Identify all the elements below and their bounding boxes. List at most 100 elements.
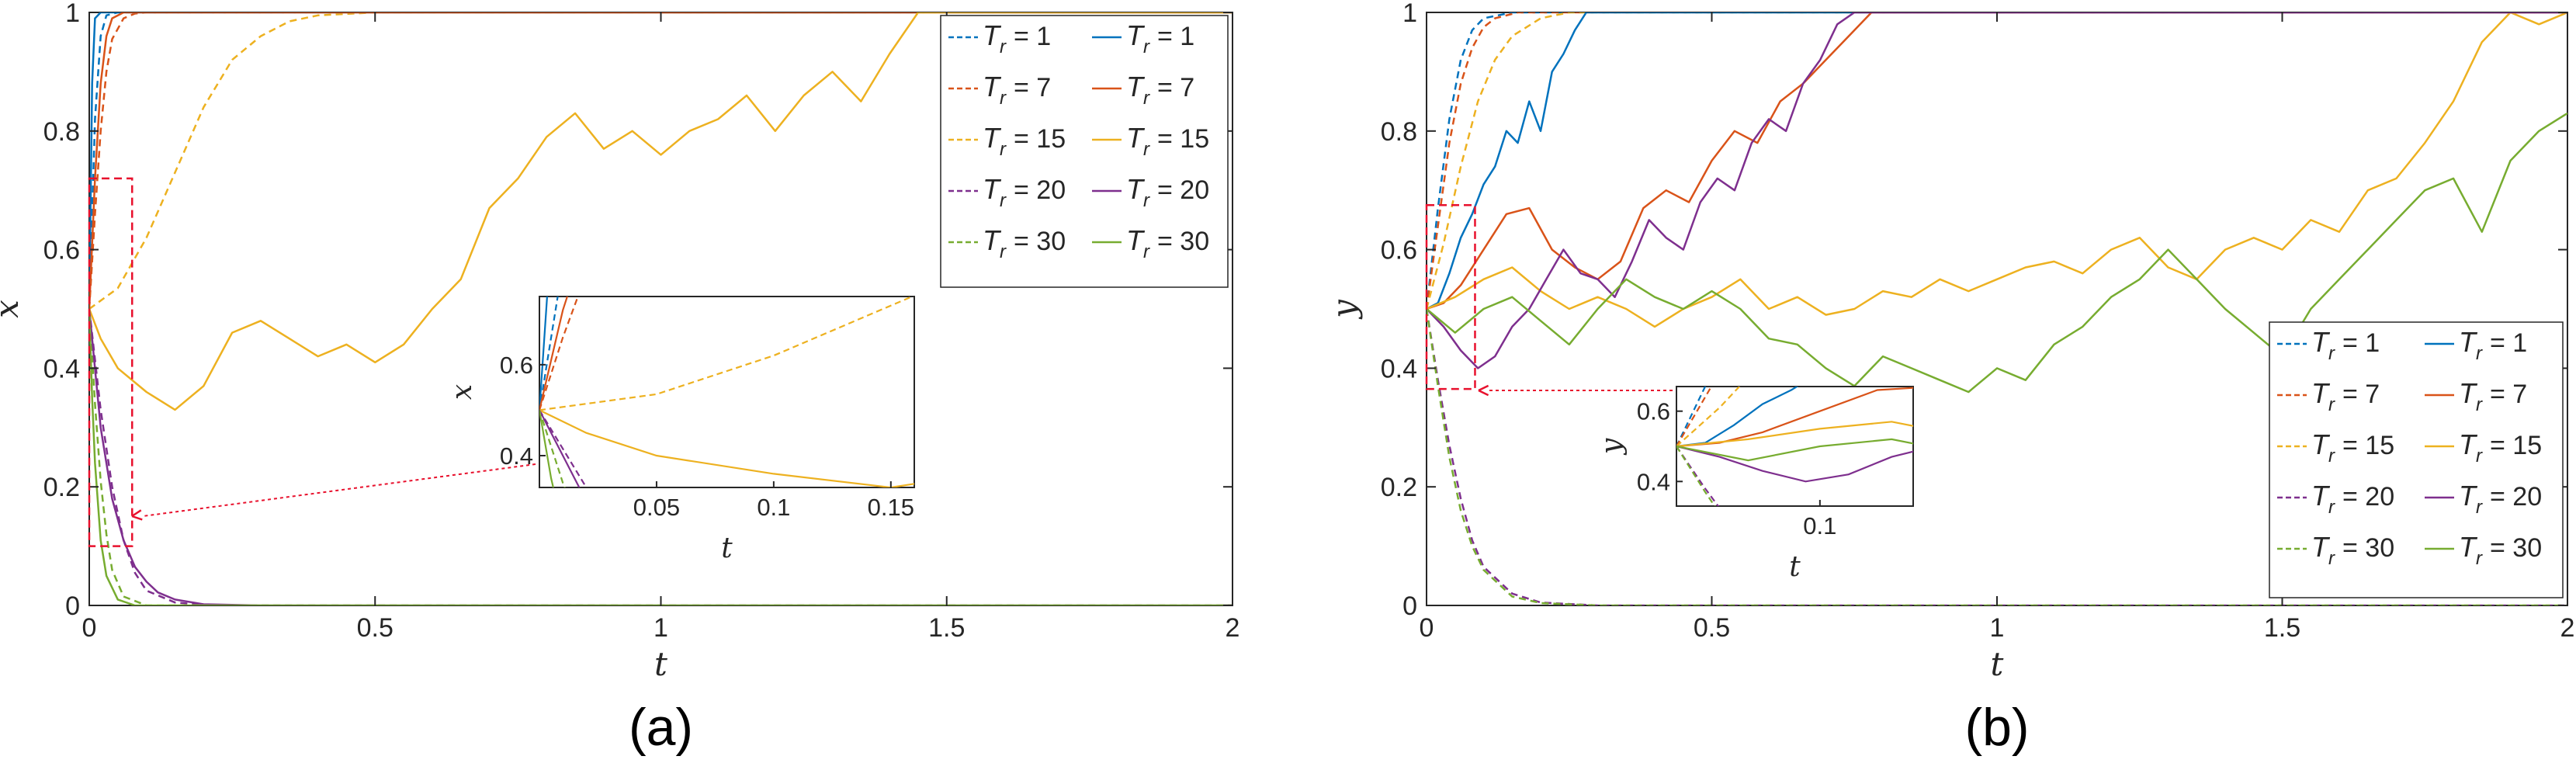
x-tick-label: 2 bbox=[2560, 613, 2575, 643]
zoom-box bbox=[1425, 204, 1476, 390]
legend-label: = 1 bbox=[1014, 22, 1051, 51]
panel-b-x-axis-label: t bbox=[1991, 645, 2004, 683]
y-tick-label: 0.2 bbox=[43, 473, 80, 502]
inset-y-tick-label: 0.4 bbox=[500, 442, 533, 470]
series-solid-tr-7 bbox=[1427, 12, 2567, 310]
inset-frame bbox=[1676, 386, 1914, 507]
inset-y-axis-label: y bbox=[1596, 438, 1628, 456]
legend-subscript: r bbox=[2328, 343, 2335, 364]
y-tick-label: 0 bbox=[65, 591, 80, 621]
legend-subscript: r bbox=[2476, 343, 2483, 364]
series-dashed-tr-1 bbox=[1427, 12, 2567, 310]
panel-b-zoom-marker bbox=[1425, 204, 1673, 397]
legend-label: = 15 bbox=[1157, 124, 1209, 154]
legend-symbol: T bbox=[1126, 224, 1146, 256]
inset-series-dashed-tr-15 bbox=[539, 297, 914, 411]
legend-label: = 7 bbox=[2490, 380, 2527, 409]
inset-series bbox=[1676, 387, 1913, 506]
x-tick-label: 1.5 bbox=[928, 613, 965, 643]
panel-a-x-axis-label: t bbox=[654, 645, 667, 683]
legend-label: = 15 bbox=[2342, 431, 2394, 460]
y-tick-label: 0.8 bbox=[43, 117, 80, 147]
series-solid-tr-20 bbox=[1427, 12, 2567, 369]
inset-series-solid-tr-30 bbox=[539, 410, 554, 487]
series-dashed-tr-30 bbox=[89, 308, 1233, 605]
legend-subscript: r bbox=[2476, 497, 2483, 518]
panel-a-y-axis-label: x bbox=[0, 300, 26, 318]
panel-b-series bbox=[1427, 12, 2567, 605]
legend-subscript: r bbox=[2328, 548, 2335, 569]
legend-label: = 20 bbox=[1014, 175, 1066, 205]
legend-label: = 30 bbox=[1014, 227, 1066, 256]
legend-symbol: T bbox=[983, 19, 1002, 51]
panel-b-y-axis-label: y bbox=[1325, 299, 1363, 320]
y-tick-label: 0.2 bbox=[1381, 473, 1417, 502]
legend-symbol: T bbox=[2311, 326, 2331, 358]
legend-box bbox=[2269, 321, 2564, 598]
zoom-box bbox=[88, 177, 133, 547]
y-tick-label: 0.4 bbox=[43, 354, 80, 383]
inset-series-solid-tr-7 bbox=[1676, 387, 1913, 448]
legend-symbol: T bbox=[2459, 326, 2478, 358]
legend-subscript: r bbox=[2476, 548, 2483, 569]
legend-subscript: r bbox=[1143, 88, 1150, 109]
x-tick-label: 0 bbox=[1420, 613, 1434, 643]
inset-x-axis-label: t bbox=[721, 532, 733, 564]
series-dashed-tr-1 bbox=[89, 12, 1233, 310]
legend-subscript: r bbox=[2476, 394, 2483, 415]
zoom-arrow-head bbox=[1478, 384, 1489, 397]
legend-label: = 30 bbox=[2490, 533, 2542, 563]
inset-x-tick-label: 0.05 bbox=[633, 494, 680, 521]
x-tick-label: 1 bbox=[1990, 613, 2005, 643]
legend-subscript: r bbox=[1000, 241, 1007, 262]
panel-a-zoom-marker bbox=[88, 177, 536, 547]
legend-subscript: r bbox=[1143, 241, 1150, 262]
legend-symbol: T bbox=[1126, 19, 1146, 51]
series-solid-tr-1 bbox=[89, 12, 1233, 310]
inset-x-tick-label: 0.1 bbox=[1803, 512, 1836, 539]
series-solid-tr-30 bbox=[89, 308, 1233, 605]
legend-symbol: T bbox=[983, 173, 1002, 205]
zoom-arrow-head bbox=[131, 509, 143, 521]
legend-subscript: r bbox=[1143, 36, 1150, 57]
legend-symbol: T bbox=[1126, 71, 1146, 102]
legend-subscript: r bbox=[2476, 446, 2483, 467]
y-tick-label: 0.6 bbox=[1381, 236, 1417, 265]
x-tick-label: 0 bbox=[82, 613, 97, 643]
panel-b-label: (b) bbox=[1964, 698, 2029, 757]
legend-symbol: T bbox=[1126, 122, 1146, 154]
inset-series-solid-tr-15 bbox=[1676, 421, 1913, 448]
inset-y-tick-label: 0.6 bbox=[500, 352, 533, 379]
legend-label: = 1 bbox=[2490, 328, 2527, 358]
panel-a-inset: 0.05 0.1 0.15 0.4 0.6 t x bbox=[446, 296, 915, 564]
y-tick-label: 0.8 bbox=[1381, 117, 1417, 147]
legend-symbol: T bbox=[2459, 531, 2478, 563]
legend-box bbox=[940, 15, 1229, 288]
panel-b-inset: 0.1 0.4 0.6 t y bbox=[1596, 386, 1914, 583]
legend-symbol: T bbox=[2311, 428, 2331, 460]
inset-x-tick-label: 0.15 bbox=[868, 494, 914, 521]
legend-subscript: r bbox=[1000, 190, 1007, 211]
legend-subscript: r bbox=[2328, 446, 2335, 467]
legend-label: = 15 bbox=[2490, 431, 2542, 460]
legend-symbol: T bbox=[2311, 480, 2331, 512]
legend-symbol: T bbox=[1126, 173, 1146, 205]
